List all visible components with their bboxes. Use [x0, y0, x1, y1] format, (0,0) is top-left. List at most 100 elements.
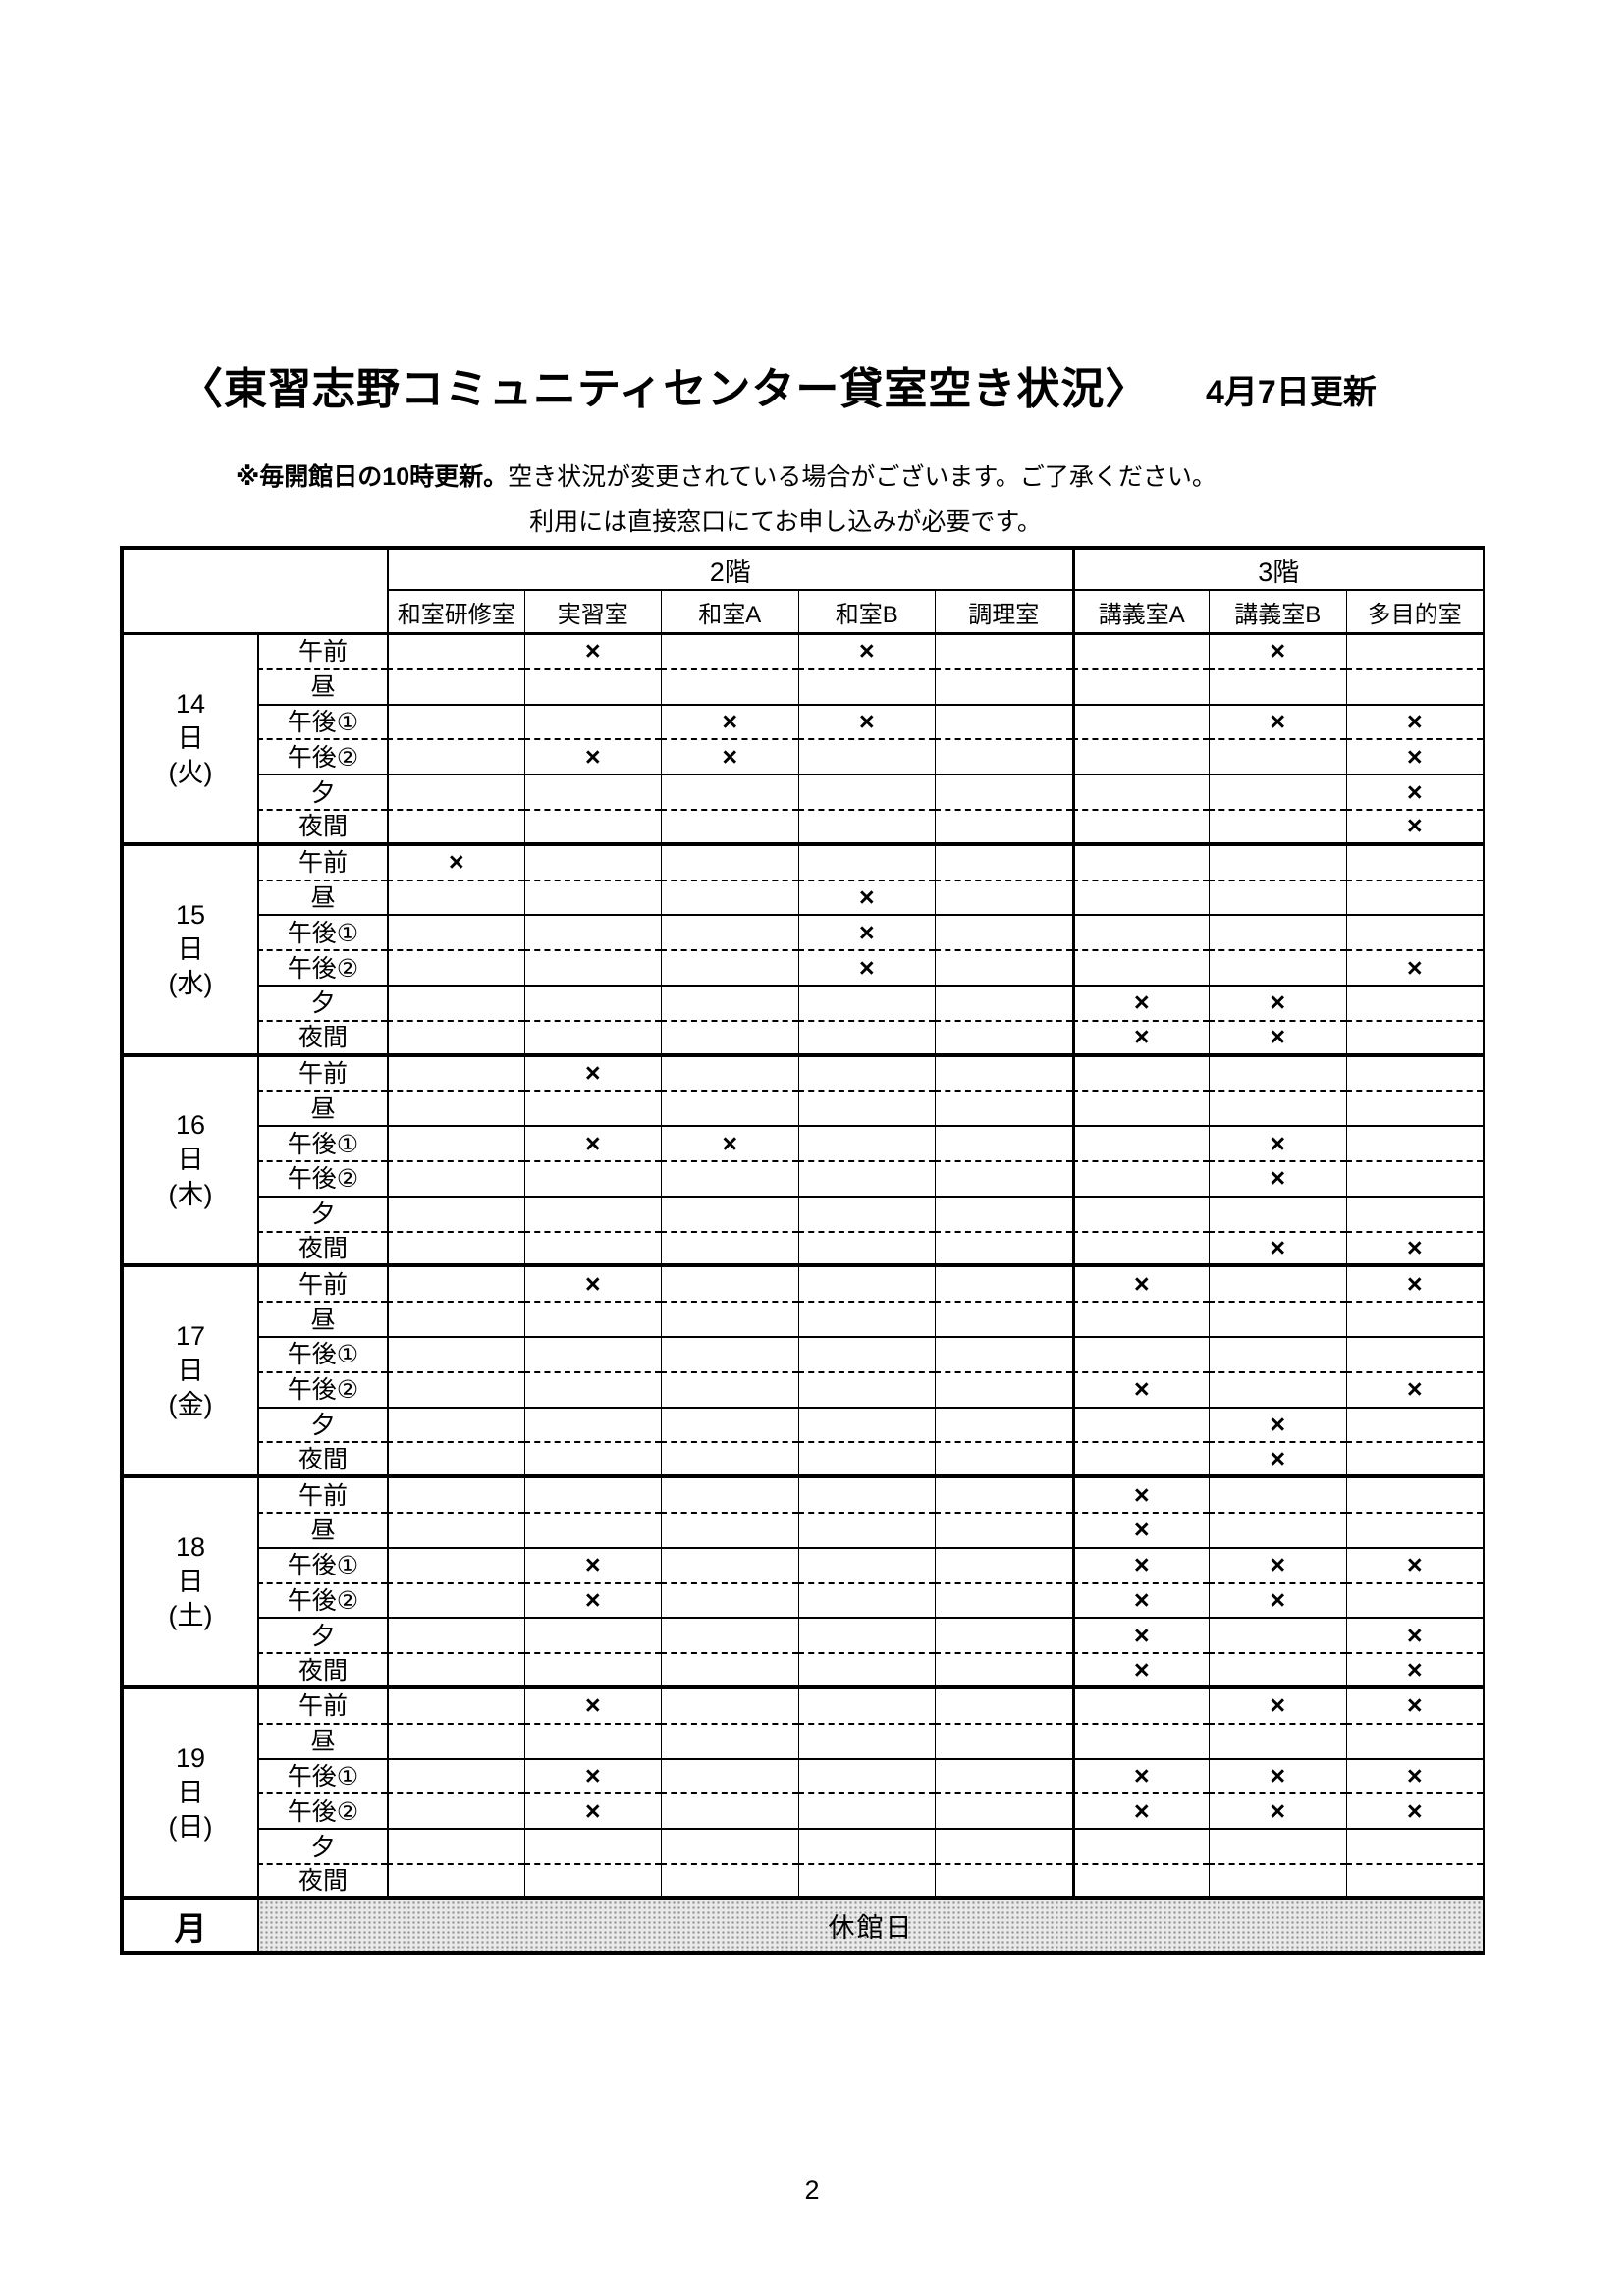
availability-cell — [661, 1056, 798, 1093]
availability-cell — [935, 951, 1072, 987]
corner-cell — [124, 550, 387, 635]
availability-cell — [1209, 810, 1346, 846]
availability-cell — [387, 740, 524, 776]
time-slot-label: 午後② — [286, 1584, 360, 1618]
note-line-1: ※毎開館日の10時更新。空き状況が変更されている場合がございます。ご了承ください… — [236, 457, 1217, 493]
date-weekday: (水) — [168, 968, 213, 998]
availability-cell — [1209, 1197, 1346, 1233]
time-slot-cell: 午後② — [257, 1794, 387, 1831]
time-slot-cell: 昼 — [257, 1303, 387, 1338]
date-date-suffix: 日 — [177, 722, 204, 753]
availability-cell — [797, 740, 935, 776]
availability-cell — [797, 1232, 935, 1268]
availability-cell — [523, 705, 661, 741]
availability-cell: × — [1345, 1267, 1483, 1304]
availability-cell — [935, 916, 1072, 952]
availability-cell — [387, 1830, 524, 1865]
availability-cell — [1345, 1197, 1483, 1233]
availability-cell — [1345, 1583, 1483, 1620]
availability-cell — [935, 1548, 1072, 1584]
time-slot-label: 午前 — [297, 1689, 350, 1723]
time-slot-cell: 午前 — [257, 635, 387, 670]
date-date-suffix: 日 — [177, 1566, 204, 1596]
availability-cell — [523, 1161, 661, 1198]
availability-cell — [1209, 1864, 1346, 1900]
time-slot-label: 午後① — [286, 1760, 360, 1793]
availability-cell — [523, 1337, 661, 1373]
availability-cell — [1071, 1232, 1209, 1268]
time-slot-cell: 午前 — [257, 845, 387, 881]
availability-cell — [661, 1197, 798, 1233]
time-slot-label: 夕 — [308, 1409, 337, 1442]
time-slot-cell: 午後① — [257, 1127, 387, 1162]
room-header-1: 和室研修室 — [387, 591, 524, 635]
availability-cell — [523, 775, 661, 811]
time-slot-label: 午後② — [286, 951, 360, 985]
time-slot-cell: 昼 — [257, 1513, 387, 1549]
availability-cell — [1071, 916, 1209, 952]
availability-cell: × — [1209, 986, 1346, 1022]
availability-cell — [1209, 1092, 1346, 1128]
availability-cell — [1209, 775, 1346, 811]
time-slot-cell: 夜間 — [257, 1443, 387, 1479]
availability-cell — [1071, 845, 1209, 881]
availability-cell — [523, 1372, 661, 1409]
availability-cell — [523, 1654, 661, 1689]
time-slot-cell: 午前 — [257, 1478, 387, 1514]
time-slot-cell: 午前 — [257, 1267, 387, 1304]
availability-cell — [523, 1021, 661, 1057]
availability-cell — [935, 1583, 1072, 1620]
availability-cell — [1071, 1127, 1209, 1162]
availability-cell — [387, 1056, 524, 1093]
date-weekday: (火) — [168, 757, 213, 787]
room-header-3: 和室A — [661, 591, 798, 635]
availability-cell — [935, 740, 1072, 776]
availability-cell — [661, 881, 798, 917]
availability-cell — [935, 775, 1072, 811]
time-slot-label: 午後① — [286, 706, 360, 739]
availability-cell — [387, 1197, 524, 1233]
availability-cell — [661, 1548, 798, 1584]
availability-cell: × — [523, 1127, 661, 1162]
availability-cell — [1209, 1619, 1346, 1655]
availability-cell — [1345, 881, 1483, 917]
availability-cell — [935, 1127, 1072, 1162]
availability-cell — [387, 1443, 524, 1479]
availability-cell: × — [1209, 1759, 1346, 1795]
time-slot-cell: 午前 — [257, 1056, 387, 1093]
availability-cell — [1209, 1267, 1346, 1304]
availability-cell — [523, 1830, 661, 1865]
availability-cell — [935, 1056, 1072, 1093]
date-cell-18: 18 日 (土) — [124, 1478, 257, 1689]
availability-cell — [661, 1337, 798, 1373]
note-line-1-bold: ※毎開館日の10時更新。 — [236, 463, 509, 491]
availability-cell — [387, 1583, 524, 1620]
availability-cell — [935, 1654, 1072, 1689]
time-slot-label: 夜間 — [297, 811, 350, 842]
availability-cell — [387, 1337, 524, 1373]
availability-cell: × — [1209, 1232, 1346, 1268]
time-slot-label: 夕 — [308, 1830, 337, 1863]
availability-cell — [935, 635, 1072, 670]
availability-cell — [797, 1864, 935, 1900]
room-header-2: 実習室 — [523, 591, 661, 635]
availability-cell — [661, 1583, 798, 1620]
availability-cell: × — [1345, 1232, 1483, 1268]
availability-cell — [1345, 845, 1483, 881]
availability-cell — [935, 1021, 1072, 1057]
time-slot-label: 午後② — [286, 1794, 360, 1828]
availability-cell — [387, 1548, 524, 1584]
availability-cell: × — [1345, 1654, 1483, 1689]
availability-cell — [935, 1092, 1072, 1128]
availability-cell — [387, 1267, 524, 1304]
availability-cell — [523, 669, 661, 706]
date-date: 18 — [175, 1531, 206, 1562]
availability-cell: × — [523, 1759, 661, 1795]
availability-cell — [523, 1197, 661, 1233]
availability-cell — [661, 1654, 798, 1689]
time-slot-label: 午後① — [286, 1127, 360, 1160]
availability-cell — [523, 1513, 661, 1549]
availability-cell — [523, 951, 661, 987]
availability-cell — [1209, 881, 1346, 917]
availability-cell — [935, 1267, 1072, 1304]
